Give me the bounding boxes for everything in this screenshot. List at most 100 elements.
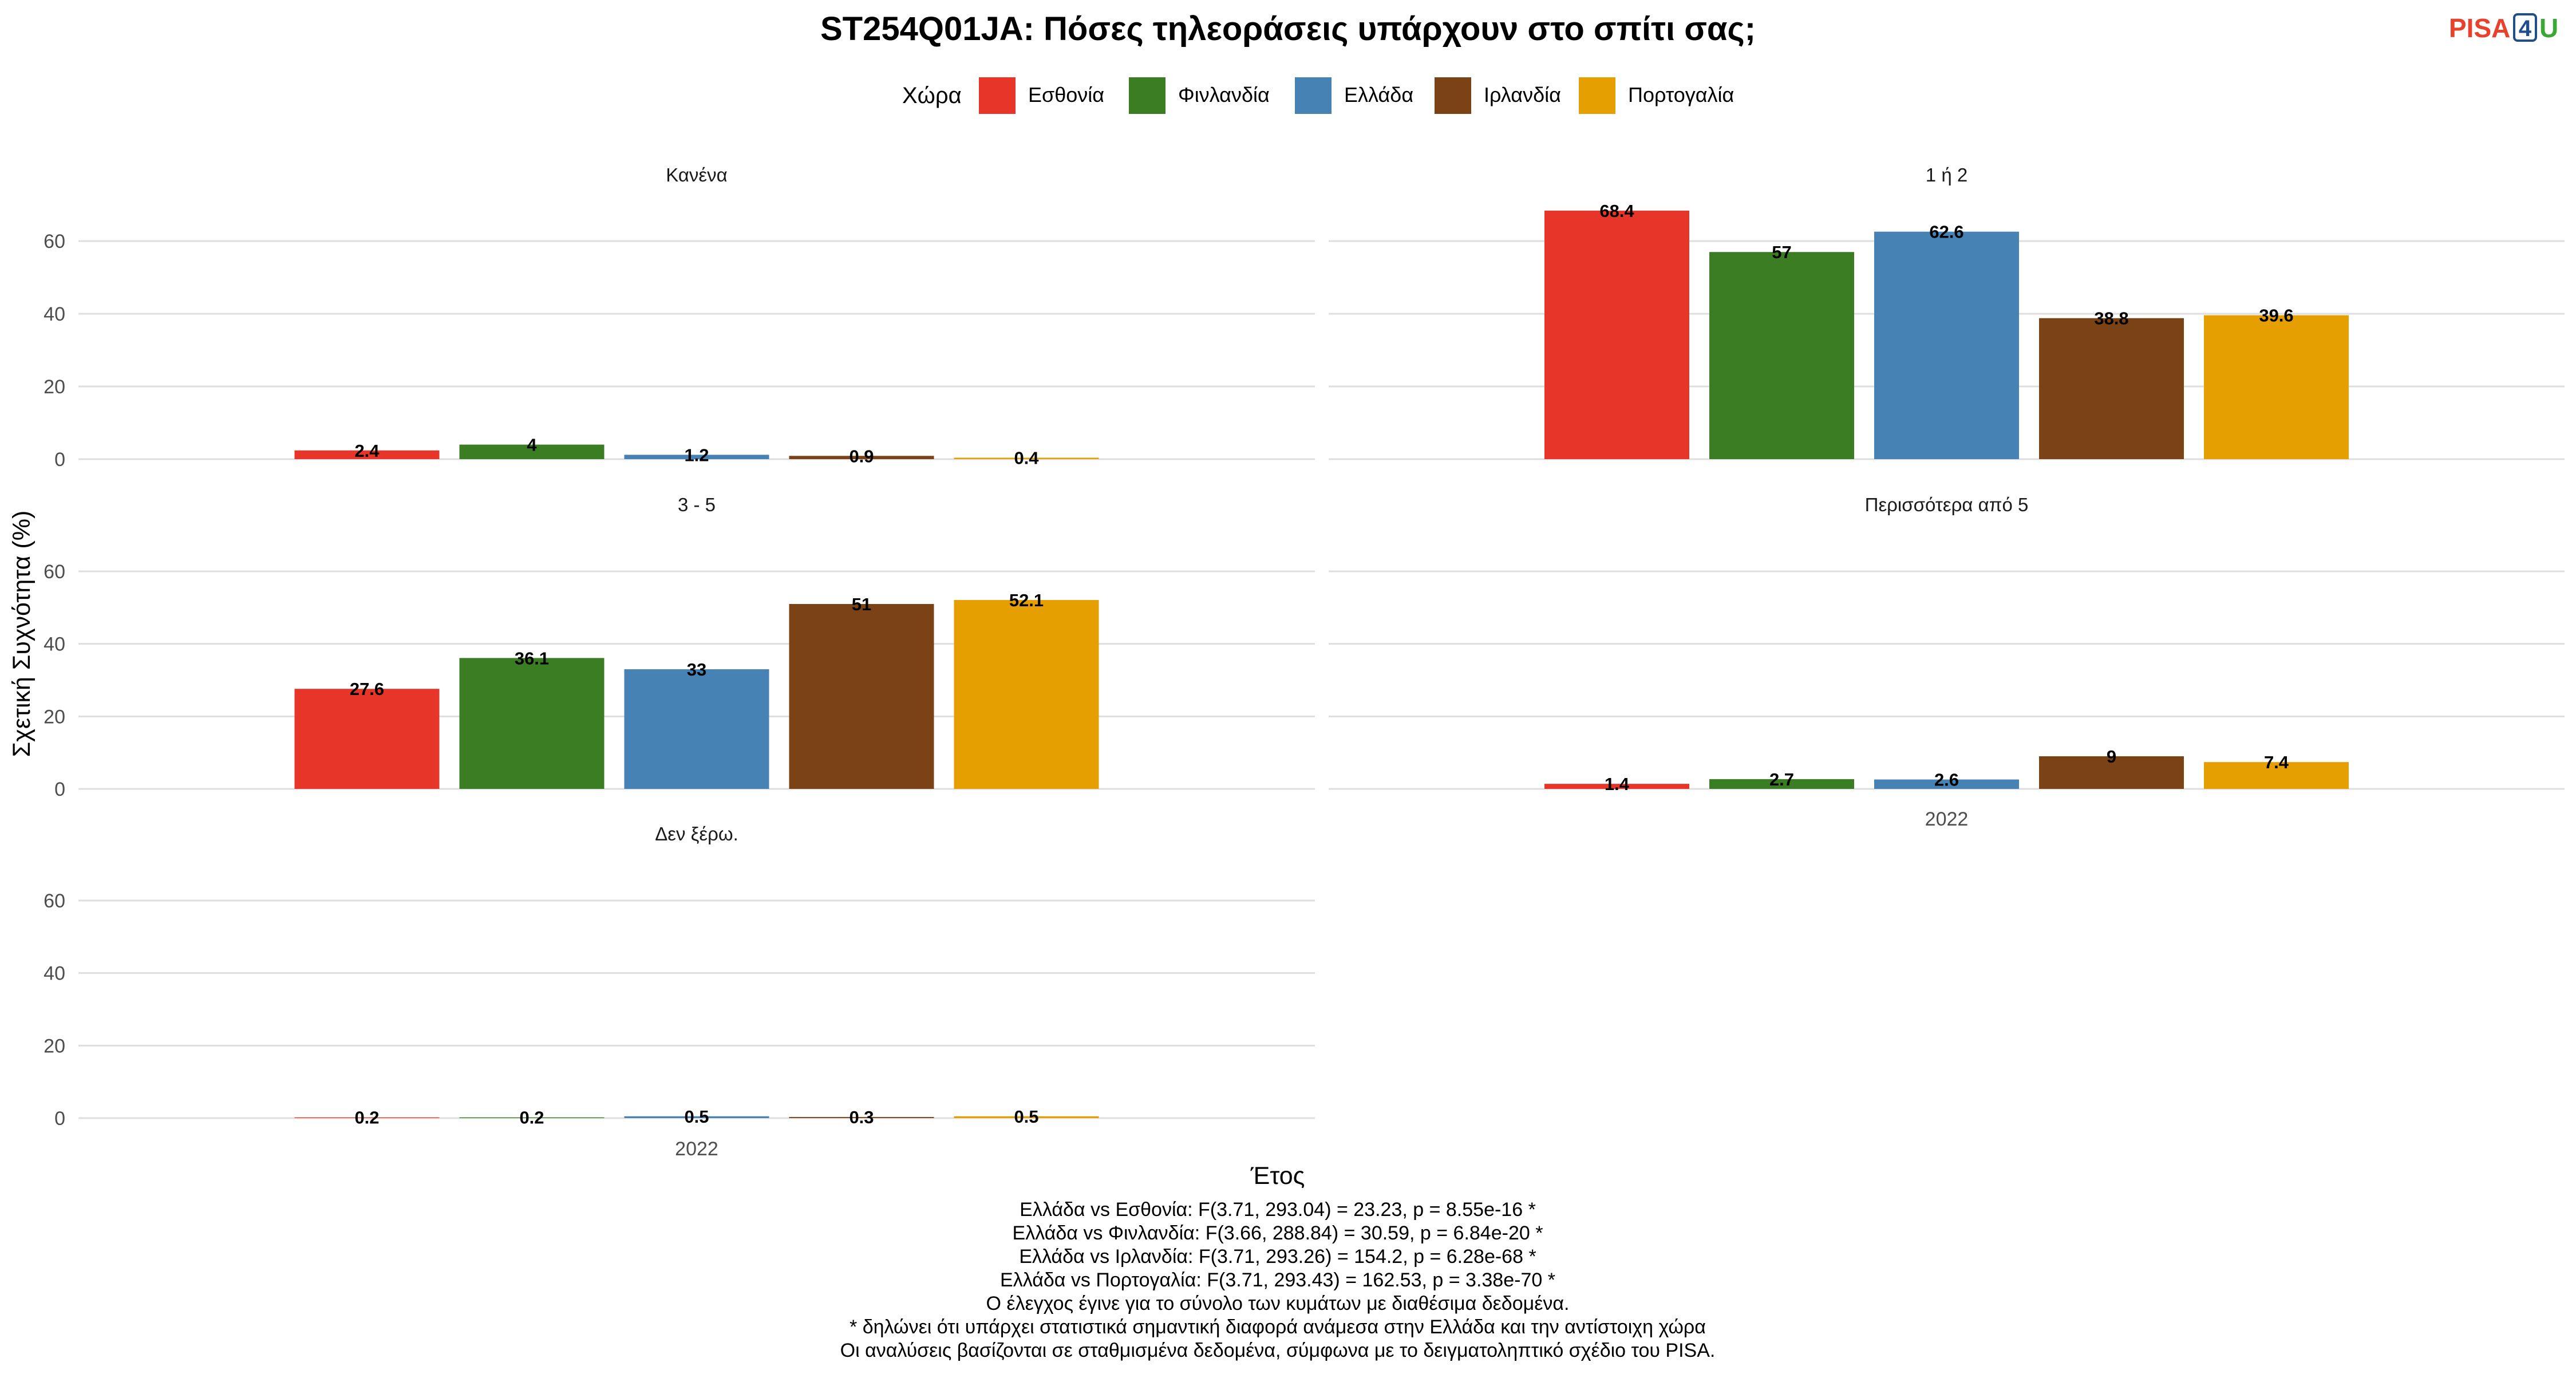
bar [1709, 252, 1854, 459]
facet-strip-label: 3 - 5 [678, 494, 716, 515]
data-label: 52.1 [1009, 590, 1044, 610]
y-tick-label: 20 [44, 376, 65, 398]
facet-strip-label: 1 ή 2 [1926, 164, 1967, 185]
bar [2204, 762, 2349, 789]
bar [789, 604, 934, 789]
legend-swatch [1129, 77, 1165, 114]
legend-swatch [1435, 77, 1471, 114]
y-tick-label: 20 [44, 1035, 65, 1057]
facet-panel: Περισσότερα από 5 1.4 2.7 2.6 9 7.4 2022 [1329, 494, 2565, 830]
bar [1709, 779, 1854, 789]
data-label: 2.4 [354, 441, 380, 461]
facet-panel: 0 20 40 60 3 - 5 27.6 36.1 33 51 52.1 [44, 494, 1315, 800]
bar [459, 658, 605, 789]
y-tick-label: 40 [44, 303, 65, 325]
pisa4u-logo: PISA 4 U [2449, 13, 2558, 43]
y-tick-label: 40 [44, 963, 65, 985]
logo-text-4: 4 [2519, 16, 2532, 41]
y-tick-label: 60 [44, 890, 65, 912]
data-label: 0.2 [354, 1108, 379, 1128]
bar [624, 455, 769, 459]
data-label: 7.4 [2264, 752, 2289, 772]
data-label: 0.2 [519, 1108, 544, 1128]
bar [294, 450, 440, 459]
caption-line: Ο έλεγχος έγινε για το σύνολο των κυμάτω… [986, 1293, 1570, 1314]
facet-panel: 0 20 40 60 Κανένα 2.4 4 1.2 0.9 0.4 [44, 164, 1315, 471]
data-label: 0.3 [849, 1107, 874, 1127]
data-label: 1.4 [1605, 774, 1630, 794]
y-tick-label: 60 [44, 231, 65, 252]
facet-strip-label: Περισσότερα από 5 [1865, 494, 2029, 515]
logo-box [2513, 13, 2537, 42]
bar [2039, 756, 2184, 789]
x-tick-label: 2022 [675, 1138, 718, 1160]
data-label: 0.5 [684, 1107, 709, 1127]
bar [624, 1116, 769, 1118]
bar [2204, 315, 2349, 459]
data-label: 2.6 [1934, 770, 1959, 790]
caption: Ελλάδα vs Εσθονία: F(3.71, 293.04) = 23.… [840, 1199, 1716, 1361]
facet-strip-label: Δεν ξέρω. [655, 823, 738, 844]
legend: Χώρα Εσθονία Φινλανδία Ελλάδα Ιρλανδία Πορτο… [902, 77, 1734, 114]
x-axis-title: Έτος [1250, 1162, 1305, 1190]
y-axis-title: Σχετική Συχνότητα (%) [8, 511, 35, 757]
y-tick-label: 0 [54, 449, 65, 471]
data-label: 57 [1772, 242, 1791, 262]
caption-line: Ελλάδα vs Ιρλανδία: F(3.71, 293.26) = 15… [1019, 1246, 1536, 1268]
facet-panel: 0 20 40 60 Δεν ξέρω. 0.2 0.2 0.5 0.3 0.5 2022 [44, 823, 1315, 1160]
bar [1874, 779, 2019, 789]
bar [624, 669, 769, 789]
legend-label: Φινλανδία [1178, 83, 1270, 106]
bar [789, 456, 934, 459]
caption-line: Ελλάδα vs Φινλανδία: F(3.66, 288.84) = 3… [1013, 1222, 1543, 1244]
caption-line: Ελλάδα vs Εσθονία: F(3.71, 293.04) = 23.… [1020, 1199, 1536, 1221]
y-tick-label: 40 [44, 634, 65, 656]
y-tick-label: 60 [44, 561, 65, 583]
legend-title: Χώρα [902, 83, 962, 108]
data-label: 68.4 [1599, 201, 1634, 221]
logo-text-u: U [2539, 13, 2558, 43]
legend-label: Εσθονία [1028, 83, 1104, 106]
bar [1544, 784, 1689, 789]
data-label: 0.5 [1014, 1107, 1038, 1127]
caption-line: Οι αναλύσεις βασίζονται σε σταθμισμένα δ… [840, 1340, 1716, 1361]
bar [1544, 210, 1689, 459]
x-tick-label: 2022 [1925, 808, 1969, 830]
data-label: 33 [687, 660, 706, 680]
data-label: 9 [2107, 747, 2116, 767]
data-label: 4 [527, 435, 537, 455]
facet-strip-label: Κανένα [666, 164, 727, 185]
data-label: 36.1 [515, 648, 549, 668]
facet-panel: 1 ή 2 68.4 57 62.6 38.8 39.6 [1329, 164, 2565, 460]
data-label: 2.7 [1769, 769, 1794, 789]
caption-line: * δηλώνει ότι υπάρχει στατιστικά σημαντι… [850, 1316, 1706, 1338]
data-label: 27.6 [350, 679, 384, 699]
caption-line: Ελλάδα vs Πορτογαλία: F(3.71, 293.43) = … [1000, 1269, 1555, 1291]
y-tick-label: 20 [44, 706, 65, 728]
legend-label: Ιρλανδία [1484, 83, 1561, 106]
legend-swatch [1579, 77, 1615, 114]
data-label: 0.4 [1014, 448, 1039, 468]
bar [954, 600, 1099, 789]
bar [459, 444, 605, 459]
bar [789, 1117, 934, 1118]
legend-label: Πορτογαλία [1628, 83, 1734, 106]
data-label: 0.9 [849, 446, 874, 466]
data-label: 1.2 [684, 445, 709, 465]
data-label: 38.8 [2094, 309, 2128, 329]
legend-swatch [1295, 77, 1332, 114]
y-tick-label: 0 [54, 779, 65, 800]
data-label: 39.6 [2259, 306, 2293, 326]
facet-panels: 0 20 40 60 Κανένα 2.4 4 1.2 0.9 0.4 1 ή 2 68.4 57 62.… [44, 164, 2565, 1160]
bar [294, 689, 440, 789]
bar [954, 457, 1099, 459]
bar [2039, 318, 2184, 459]
y-tick-label: 0 [54, 1108, 65, 1130]
data-label: 51 [852, 594, 871, 614]
legend-swatch [979, 77, 1016, 114]
data-label: 62.6 [1929, 222, 1963, 242]
legend-label: Ελλάδα [1344, 83, 1413, 106]
logo-text-pisa: PISA [2449, 13, 2510, 43]
bar [1874, 231, 2019, 459]
